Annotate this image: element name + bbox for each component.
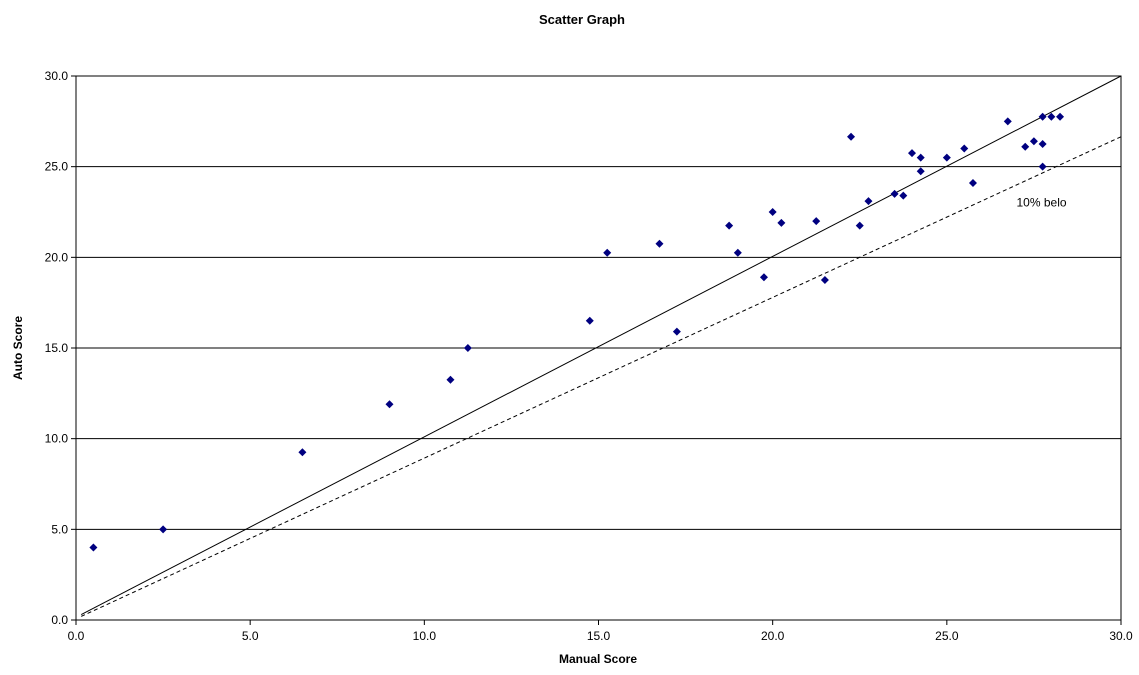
data-point	[1038, 162, 1047, 171]
data-point	[812, 217, 821, 226]
reference-line-solid	[80, 75, 1122, 616]
x-axis-ticks: 0.0 5.0 10.0 15.0 20.0 25.0 30.0	[68, 620, 1133, 643]
data-point	[759, 273, 768, 282]
x-tick-label: 0.0	[68, 629, 85, 643]
data-point	[899, 191, 908, 200]
data-point	[864, 197, 873, 206]
data-point	[1056, 112, 1065, 121]
y-tick-label: 25.0	[45, 160, 69, 174]
data-point	[159, 525, 168, 534]
data-point	[916, 167, 925, 176]
data-point	[1003, 117, 1012, 126]
data-point	[768, 208, 777, 216]
data-point	[960, 144, 969, 153]
annotation-label: 10% belo	[1017, 196, 1067, 210]
y-axis-ticks: 0.0 5.0 10.0 15.0 20.0 25.0 30.0	[45, 69, 76, 627]
data-point	[585, 316, 594, 325]
data-point	[733, 248, 742, 257]
x-tick-label: 5.0	[242, 629, 259, 643]
data-point	[1021, 142, 1030, 151]
x-tick-label: 15.0	[587, 629, 611, 643]
data-point	[777, 218, 786, 227]
x-tick-label: 20.0	[761, 629, 785, 643]
y-tick-label: 15.0	[45, 341, 69, 355]
data-point	[446, 375, 455, 384]
data-point	[1038, 112, 1047, 121]
x-tick-label: 25.0	[935, 629, 959, 643]
data-point	[655, 239, 664, 248]
y-tick-label: 5.0	[51, 522, 68, 536]
x-tick-label: 30.0	[1109, 629, 1133, 643]
reference-line-dashed	[81, 136, 1122, 617]
data-point	[890, 189, 899, 198]
y-axis-label: Auto Score	[11, 316, 25, 380]
data-point	[603, 248, 612, 257]
data-point	[1029, 137, 1038, 146]
data-points	[89, 112, 1065, 552]
x-axis-label: Manual Score	[559, 652, 637, 666]
data-point	[1047, 112, 1056, 121]
data-point	[1038, 140, 1047, 148]
data-point	[855, 221, 864, 230]
data-point	[463, 344, 472, 352]
gridlines	[76, 166, 1121, 530]
y-tick-label: 20.0	[45, 250, 69, 264]
data-point	[385, 400, 394, 409]
data-point	[916, 153, 925, 162]
data-point	[298, 448, 307, 457]
data-point	[968, 178, 977, 187]
data-point	[942, 153, 951, 162]
annotations: 10% belo	[1017, 196, 1067, 210]
data-point	[908, 149, 916, 158]
y-tick-label: 0.0	[51, 613, 68, 627]
reference-lines	[80, 75, 1122, 617]
data-point	[820, 276, 829, 284]
data-point	[672, 327, 681, 336]
y-tick-label: 10.0	[45, 432, 69, 446]
y-tick-label: 30.0	[45, 69, 69, 83]
x-tick-label: 10.0	[413, 629, 437, 643]
data-point	[89, 543, 98, 552]
data-point	[847, 132, 856, 141]
data-point	[725, 221, 734, 230]
chart-title: Scatter Graph	[539, 12, 625, 27]
